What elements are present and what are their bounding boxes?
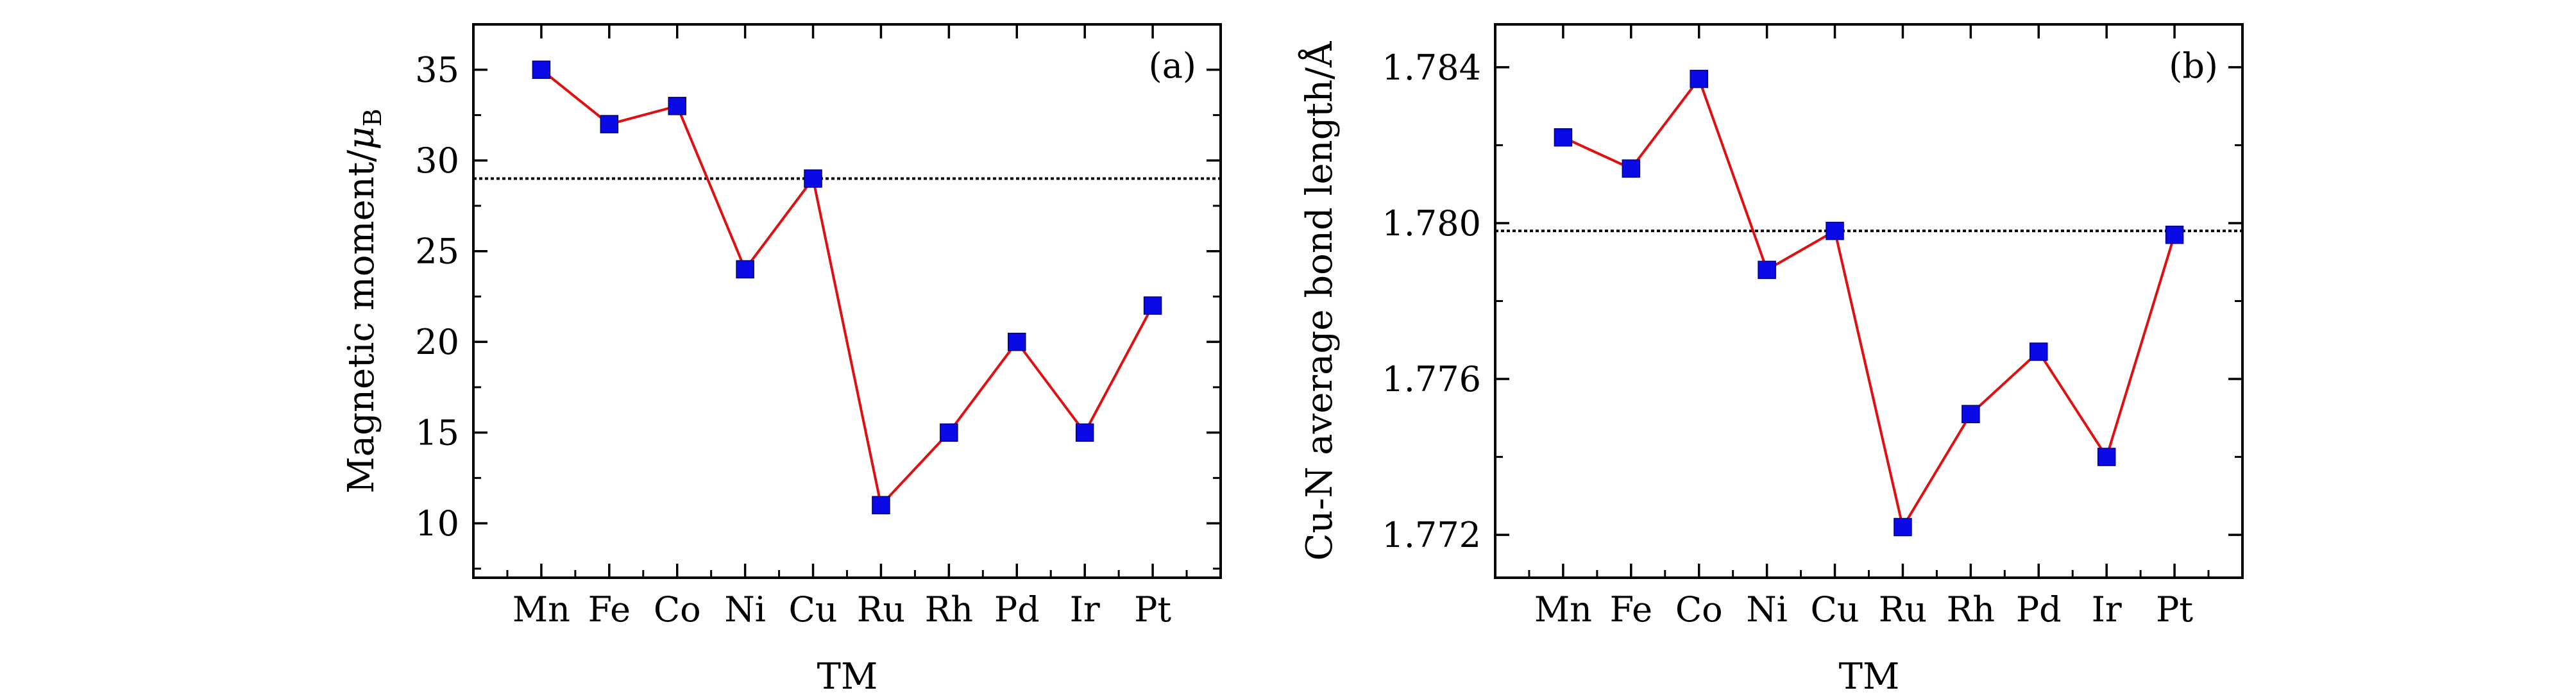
y-axis-label-main: Cu-N average bond length/Å bbox=[1298, 41, 1341, 560]
y-tick-label: 1.780 bbox=[1382, 203, 1481, 244]
x-tick-label: Ru bbox=[1879, 589, 1927, 630]
y-tick-label: 35 bbox=[415, 50, 459, 90]
y-axis-label-symbol: μ bbox=[341, 126, 382, 149]
x-tick-label: Pt bbox=[2156, 589, 2193, 630]
data-point-ru bbox=[872, 496, 890, 515]
data-point-mn bbox=[532, 60, 551, 79]
y-tick-label: 25 bbox=[415, 231, 459, 272]
data-point-ir bbox=[2097, 448, 2116, 466]
panel-a-magnetic-moment: Mn Fe Co Ni Cu Ru Rh Pd Ir Pt 10 15 20 25 30 35 (a) TM Mag… bbox=[341, 23, 1222, 697]
x-tick-label: Mn bbox=[513, 589, 570, 630]
x-tick-label: Fe bbox=[588, 589, 631, 630]
x-tick-label: Co bbox=[654, 589, 701, 630]
y-axis-label: Cu-N average bond length/Å bbox=[1298, 41, 1341, 560]
x-tick-label: Rh bbox=[1947, 589, 1995, 630]
data-point-rh bbox=[940, 423, 958, 442]
data-point-pd bbox=[1008, 332, 1026, 351]
x-tick-label: Ir bbox=[1070, 589, 1100, 630]
y-tick-label: 1.772 bbox=[1382, 515, 1481, 555]
y-axis-label-main: Magnetic moment/ bbox=[341, 150, 382, 494]
x-tick-label: Ni bbox=[1746, 589, 1788, 630]
series-line bbox=[540, 69, 1154, 508]
plot-frame bbox=[1494, 23, 2244, 579]
data-point-ni bbox=[736, 260, 754, 279]
x-tick-label: Pt bbox=[1134, 589, 1171, 630]
x-tick-label: Cu bbox=[788, 589, 837, 630]
y-tick-label: 1.776 bbox=[1382, 359, 1481, 399]
y-tick-label: 15 bbox=[415, 413, 459, 453]
y-tick-label: 30 bbox=[415, 140, 459, 181]
data-point-pd bbox=[2029, 342, 2048, 361]
x-tick-label: Rh bbox=[925, 589, 973, 630]
x-tick-label: Ru bbox=[857, 589, 905, 630]
x-tick-label: Mn bbox=[1534, 589, 1592, 630]
data-point-ru bbox=[1894, 517, 1912, 537]
data-point-pt bbox=[1143, 296, 1162, 315]
panel-b-bond-length: Mn Fe Co Ni Cu Ru Rh Pd Ir Pt 1.772 1.776 1.780 1.784… bbox=[1298, 23, 2244, 697]
data-point-pt bbox=[2165, 225, 2184, 244]
y-tick-label: 1.784 bbox=[1382, 47, 1481, 88]
data-point-ir bbox=[1075, 423, 1094, 442]
x-tick-label: Cu bbox=[1810, 589, 1859, 630]
x-tick-label: Fe bbox=[1610, 589, 1652, 630]
data-point-rh bbox=[1962, 405, 1980, 423]
x-tick-label: Pd bbox=[2016, 589, 2062, 630]
x-tick-label: Ir bbox=[2092, 589, 2122, 630]
plot-frame bbox=[472, 23, 1222, 579]
y-tick-label: 20 bbox=[415, 322, 459, 362]
y-axis-label-subscript: B bbox=[359, 108, 387, 126]
x-tick-label: Pd bbox=[994, 589, 1040, 630]
x-tick-label: Co bbox=[1675, 589, 1723, 630]
data-point-ni bbox=[1758, 260, 1776, 280]
y-axis-label: Magnetic moment/μB bbox=[341, 108, 387, 493]
y-tick-label: 10 bbox=[415, 503, 459, 544]
data-point-cu bbox=[804, 169, 822, 188]
data-point-co bbox=[668, 97, 686, 115]
x-axis-label: TM bbox=[817, 656, 878, 697]
panel-label: (b) bbox=[2169, 46, 2218, 86]
data-point-co bbox=[1690, 69, 1708, 88]
x-axis-label: TM bbox=[1839, 656, 1900, 697]
x-tick-label: Ni bbox=[724, 589, 766, 630]
series-line bbox=[1563, 76, 2176, 531]
panel-label: (a) bbox=[1149, 46, 1196, 86]
data-point-mn bbox=[1554, 128, 1573, 147]
data-point-cu bbox=[1826, 221, 1844, 240]
data-point-fe bbox=[1622, 159, 1641, 178]
data-point-fe bbox=[600, 115, 619, 133]
